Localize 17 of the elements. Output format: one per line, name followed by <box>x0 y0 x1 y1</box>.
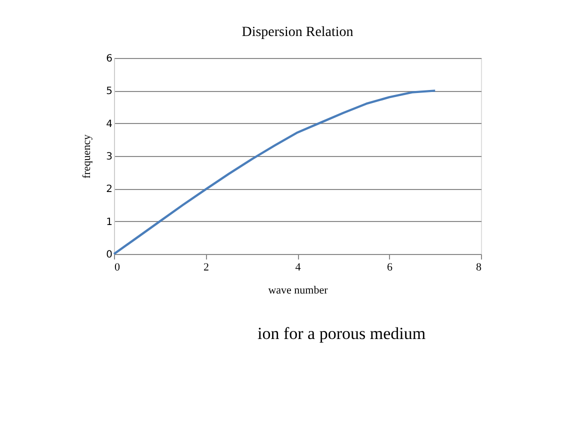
line-series <box>112 90 436 256</box>
y-tick-label: 1 <box>106 216 112 228</box>
x-tick-label: 2 <box>204 262 209 274</box>
x-tick-label: 8 <box>476 262 482 274</box>
y-tick-label: 0 <box>106 250 112 260</box>
y-axis-title: frequency <box>81 134 94 178</box>
y-tick-label: 5 <box>106 86 112 98</box>
x-tick-label: 4 <box>295 262 302 274</box>
y-tick-label: 6 <box>106 54 112 64</box>
y-tick-label: 4 <box>106 118 112 130</box>
y-tick-label: 3 <box>106 152 112 162</box>
text: ion for a porous medium <box>257 324 426 343</box>
x-tick-label: 0 <box>114 262 120 274</box>
y-tick-label: 2 <box>106 184 112 196</box>
x-axis-title: wave number <box>268 284 328 296</box>
chart-title: Dispersion Relation <box>242 25 354 40</box>
x-tick-label: 6 <box>387 262 393 274</box>
